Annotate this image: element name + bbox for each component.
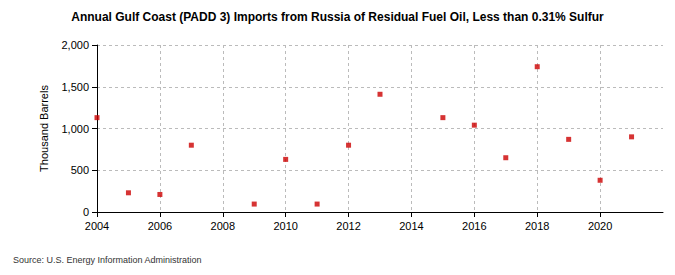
- svg-text:1,500: 1,500: [61, 81, 89, 93]
- svg-text:2010: 2010: [273, 220, 297, 232]
- svg-text:Thousand Barrels: Thousand Barrels: [38, 85, 50, 172]
- svg-text:2012: 2012: [336, 220, 360, 232]
- svg-text:2016: 2016: [462, 220, 486, 232]
- svg-text:2014: 2014: [399, 220, 423, 232]
- svg-text:500: 500: [71, 164, 89, 176]
- svg-text:2006: 2006: [148, 220, 172, 232]
- svg-text:2,000: 2,000: [61, 39, 89, 51]
- svg-text:Source: U.S. Energy Informatio: Source: U.S. Energy Information Administ…: [13, 255, 202, 265]
- svg-text:2018: 2018: [525, 220, 549, 232]
- svg-text:2008: 2008: [211, 220, 235, 232]
- svg-text:2020: 2020: [588, 220, 612, 232]
- svg-text:1,000: 1,000: [61, 123, 89, 135]
- svg-text:2004: 2004: [85, 220, 109, 232]
- svg-text:Annual Gulf Coast (PADD 3) Imp: Annual Gulf Coast (PADD 3) Imports from …: [71, 10, 604, 24]
- svg-text:0: 0: [83, 206, 89, 218]
